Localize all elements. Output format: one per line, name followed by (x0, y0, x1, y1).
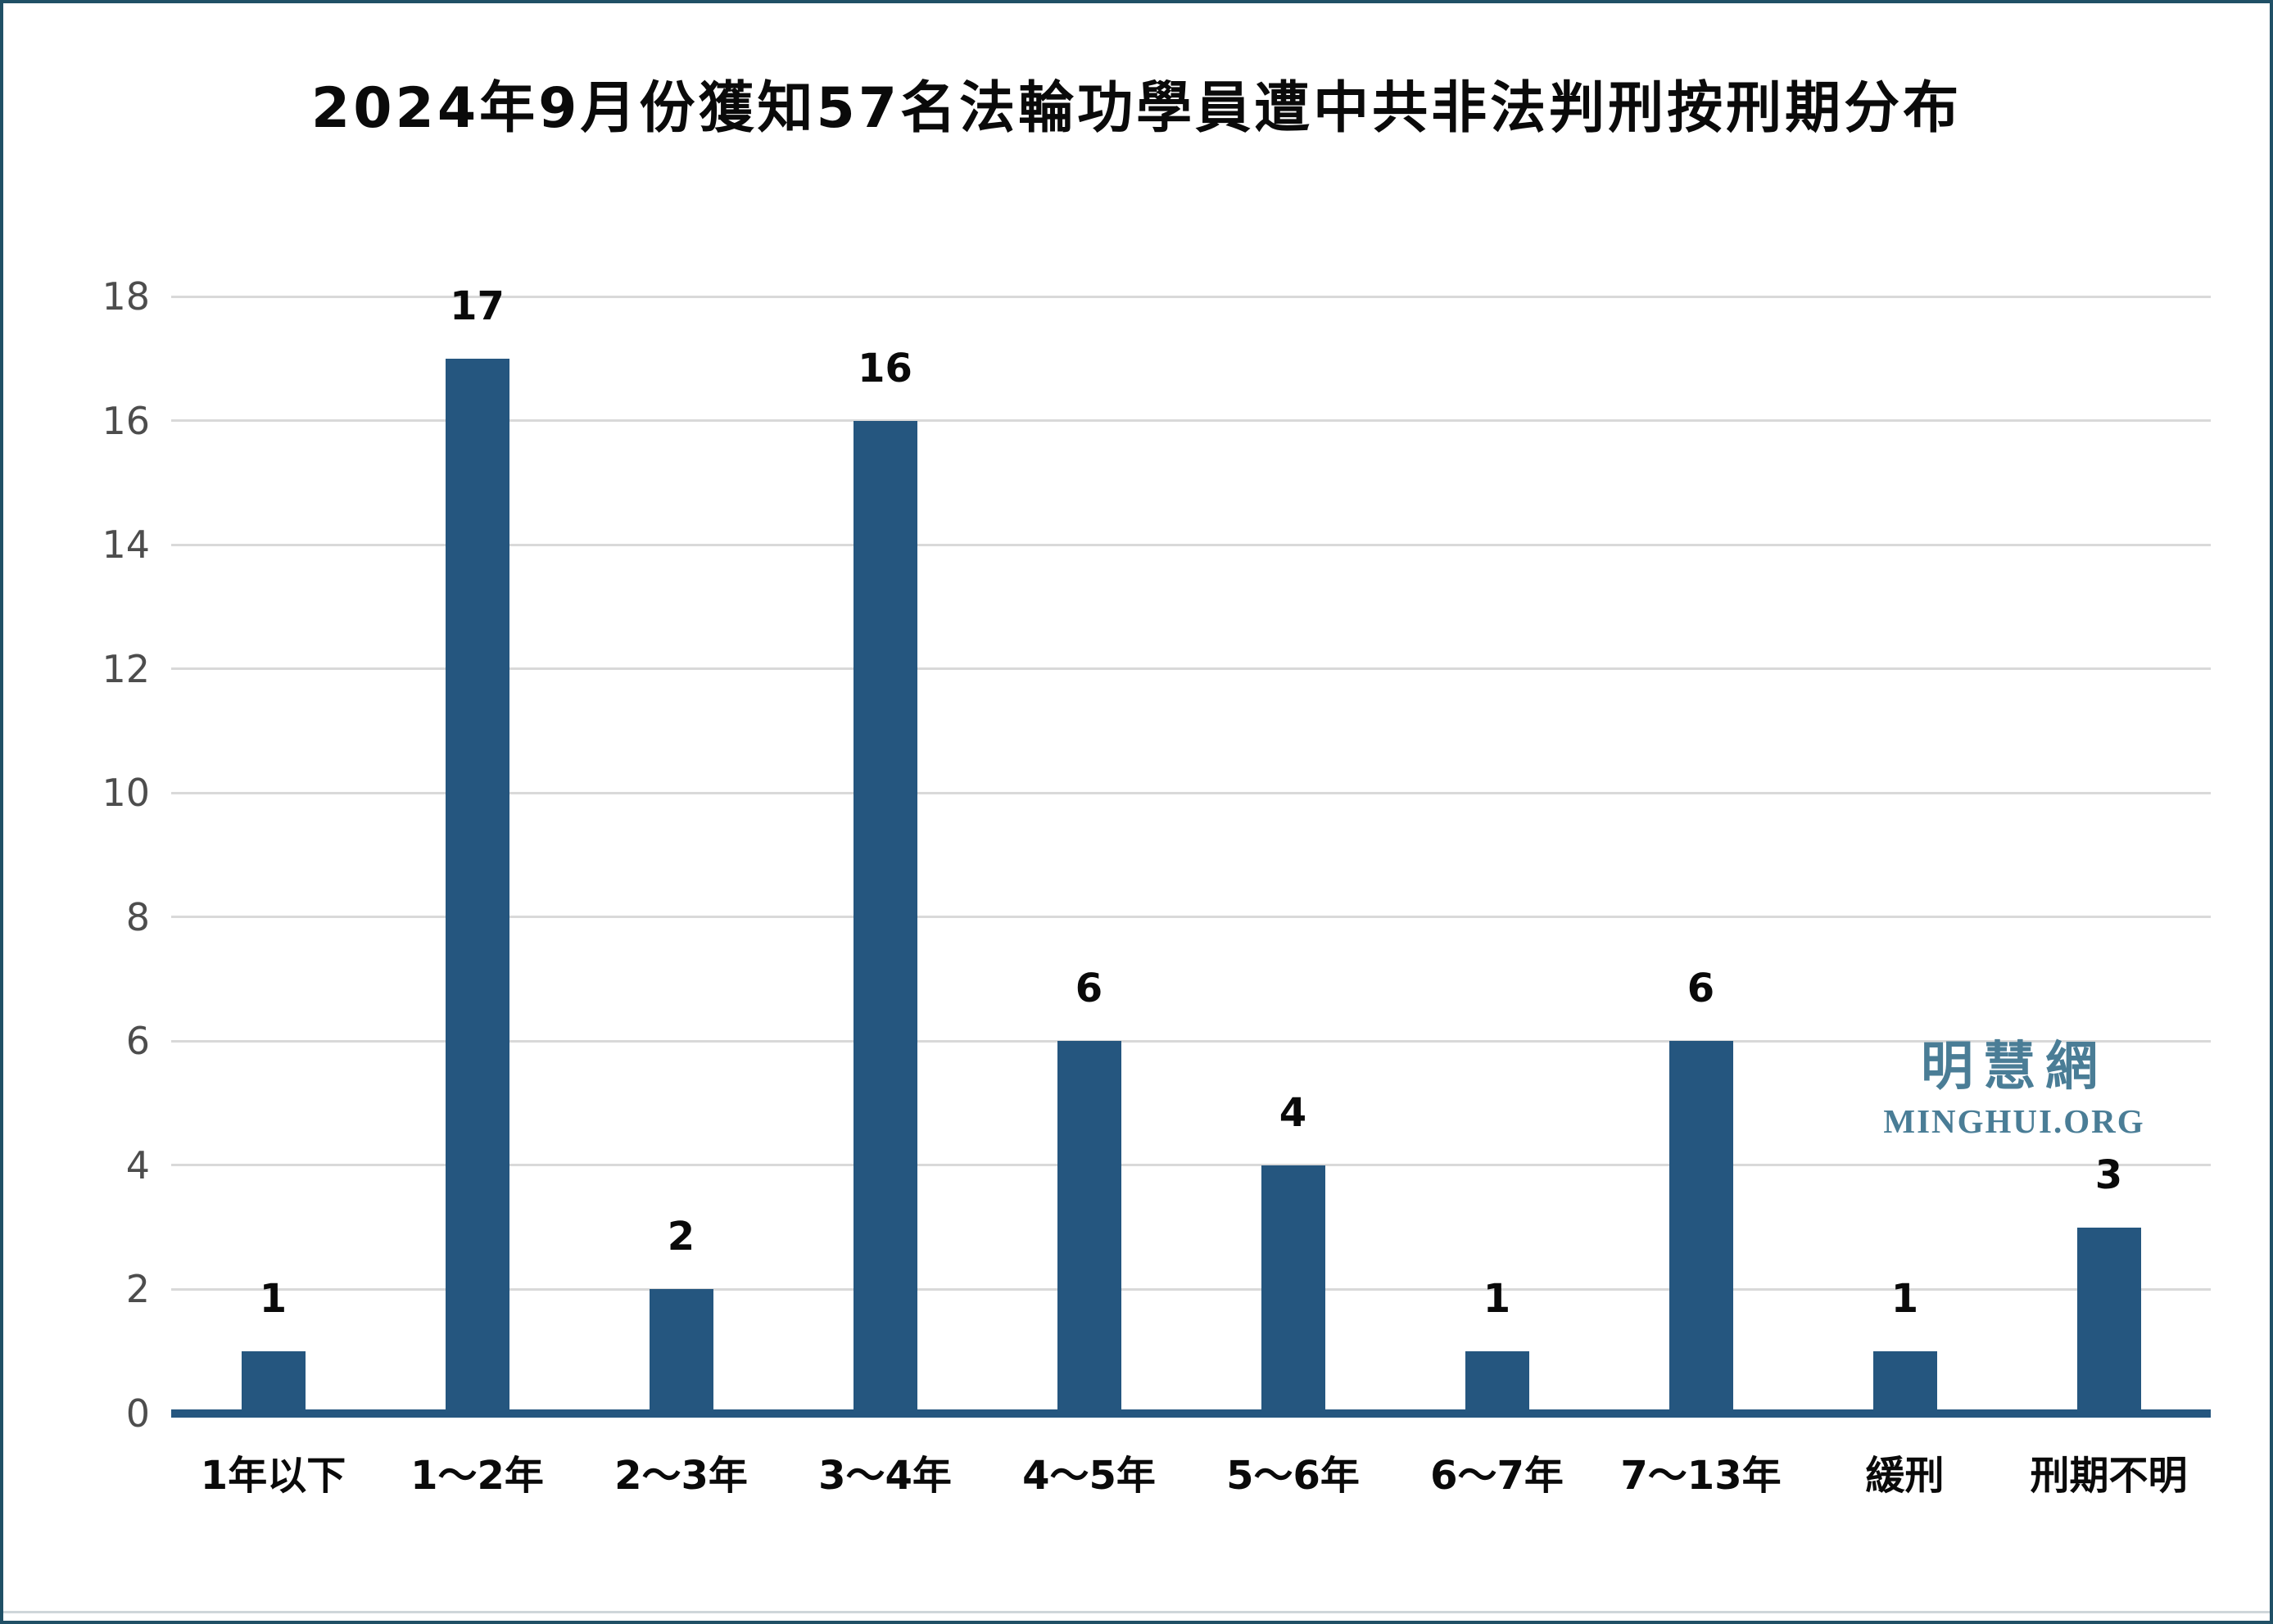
x-axis-line (171, 1409, 2211, 1418)
minghui-watermark: 明慧網 MINGHUI.ORG (1883, 1037, 2145, 1141)
bar (1465, 1351, 1529, 1414)
x-axis-category-label: 5～6年 (1226, 1453, 1360, 1499)
bar (445, 358, 509, 1414)
y-axis-tick-label: 4 (125, 1142, 150, 1187)
bar-value-label: 3 (2094, 1151, 2123, 1198)
y-axis-tick-label: 12 (102, 646, 150, 691)
bar (2076, 1227, 2141, 1414)
bar-value-label: 2 (667, 1214, 695, 1260)
y-axis-tick-label: 16 (102, 398, 150, 443)
x-axis-category-label: 1～2年 (410, 1453, 544, 1499)
bar-value-label: 1 (259, 1276, 288, 1323)
x-axis-category-label: 刑期不明 (2030, 1453, 2188, 1499)
x-axis-category-label: 4～5年 (1022, 1453, 1156, 1499)
bar-value-label: 4 (1279, 1089, 1307, 1136)
x-axis-category-label: 1年以下 (200, 1453, 346, 1499)
bar-value-label: 6 (1687, 966, 1715, 1012)
y-axis-tick-label: 10 (102, 771, 150, 816)
x-axis-category-label: 2～3年 (614, 1453, 748, 1499)
gridline (171, 543, 2211, 546)
watermark-latin-text: MINGHUI.ORG (1883, 1102, 2145, 1141)
y-axis-tick-label: 6 (125, 1019, 150, 1064)
bar (1057, 1041, 1121, 1414)
gridline (171, 1039, 2211, 1043)
gridline (171, 667, 2211, 671)
footer-divider-line (3, 1611, 2270, 1613)
bar-value-label: 1 (1890, 1276, 1919, 1323)
x-axis-category-label: 6～7年 (1430, 1453, 1564, 1499)
bar-value-label: 6 (1075, 966, 1103, 1012)
bar (1872, 1351, 1937, 1414)
bar (1261, 1165, 1325, 1414)
y-axis-tick-label: 2 (125, 1267, 150, 1312)
bar (649, 1289, 713, 1414)
y-axis-tick-label: 18 (102, 274, 150, 319)
chart-title: 2024年9月份獲知57名法輪功學員遭中共非法判刑按刑期分布 (310, 76, 1963, 141)
gridline (171, 791, 2211, 794)
watermark-cjk-text: 明慧網 (1921, 1037, 2108, 1097)
bar-value-label: 17 (450, 283, 505, 329)
bar-value-label: 1 (1483, 1276, 1511, 1323)
gridline (171, 295, 2211, 298)
gridline (171, 419, 2211, 423)
y-axis-tick-label: 0 (125, 1391, 150, 1436)
y-axis-tick-label: 14 (102, 522, 150, 568)
gridline (171, 916, 2211, 919)
plot-area: 0 2 4 6 8 10 12 14 16 18 1 1年以下 17 1～2年 2 2～3年 16 3～4年 6 4～… (102, 278, 2211, 1495)
bar-value-label: 16 (858, 345, 912, 391)
bar (853, 420, 917, 1414)
gridline (171, 1164, 2211, 1167)
x-axis-category-label: 3～4年 (818, 1453, 952, 1499)
gridline (171, 1287, 2211, 1291)
x-axis-category-label: 7～13年 (1620, 1453, 1782, 1499)
bar (1669, 1041, 1733, 1414)
bar (241, 1351, 306, 1414)
x-axis-category-label: 緩刑 (1865, 1453, 1945, 1499)
y-axis-tick-label: 8 (125, 894, 150, 939)
